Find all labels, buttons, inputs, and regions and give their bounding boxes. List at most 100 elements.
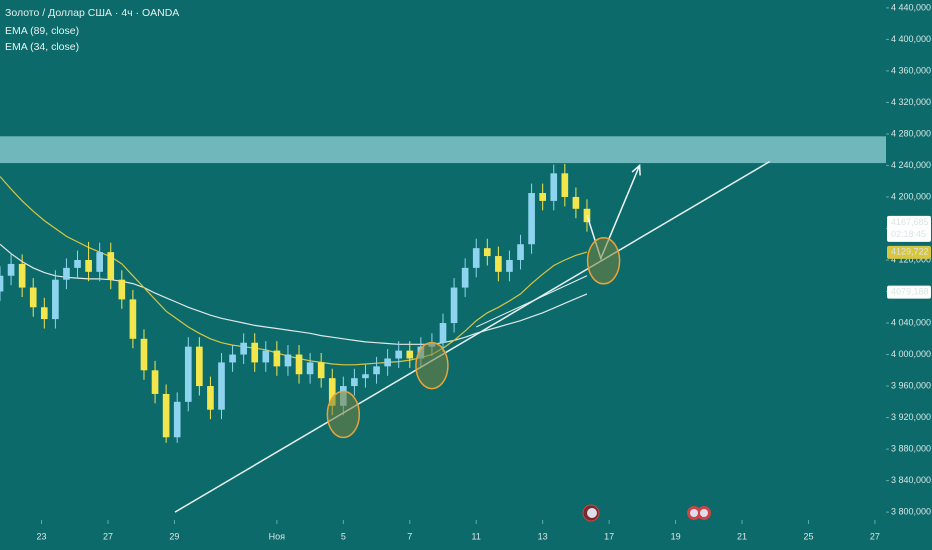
event-icon xyxy=(587,508,597,518)
candle-body xyxy=(85,260,92,272)
x-tick-label: 25 xyxy=(803,531,813,541)
candle-body xyxy=(351,378,358,387)
candle-body xyxy=(539,193,546,201)
candle-body xyxy=(561,173,569,197)
candle-body xyxy=(362,374,369,379)
y-tick-label: 4 320,000 xyxy=(891,97,931,107)
candle-body xyxy=(18,263,26,288)
candle-body xyxy=(107,252,115,280)
x-tick-label: 21 xyxy=(737,531,747,541)
candle-body xyxy=(317,362,325,379)
y-tick-label: 4 360,000 xyxy=(891,65,931,75)
x-tick-label: 23 xyxy=(37,531,47,541)
candle-body xyxy=(140,338,148,371)
candle-body xyxy=(262,350,270,363)
y-tick-label: 4 400,000 xyxy=(891,34,931,44)
trendline xyxy=(476,275,588,328)
candle-body xyxy=(406,350,414,359)
candle-body xyxy=(306,362,314,375)
candle-body xyxy=(162,393,170,438)
highlight-ellipse xyxy=(415,341,449,390)
candle-body xyxy=(395,350,403,359)
candle-body xyxy=(129,299,137,339)
y-tick-label: 4 240,000 xyxy=(891,160,931,170)
x-tick-label: Ноя xyxy=(269,531,286,541)
event-icon xyxy=(700,509,708,517)
candle-body xyxy=(572,196,580,209)
candle-body xyxy=(550,173,558,201)
candle-body xyxy=(63,267,70,280)
x-tick-label: 19 xyxy=(671,531,681,541)
highlight-ellipse xyxy=(326,390,361,439)
y-tick-label: 4 000,000 xyxy=(891,349,931,359)
candle-body xyxy=(218,362,225,410)
candle-body xyxy=(328,378,336,406)
candle-body xyxy=(151,370,159,394)
candle-body xyxy=(40,307,48,320)
y-tick-label: 4 440,000 xyxy=(891,2,931,12)
candle-body xyxy=(0,275,4,292)
x-tick-label: 27 xyxy=(870,531,880,541)
x-tick-label: 17 xyxy=(604,531,614,541)
chart-title: Золото / Доллар США · 4ч · OANDA xyxy=(5,7,179,19)
x-tick-label: 11 xyxy=(472,531,481,541)
candle-body xyxy=(495,256,502,272)
y-tick-label: 4 120,000 xyxy=(891,254,931,264)
candle-body xyxy=(439,323,447,343)
x-tick-label: 5 xyxy=(341,531,346,541)
candle-body xyxy=(528,193,535,245)
ema-price-tag xyxy=(887,285,931,299)
candle-body xyxy=(384,358,391,367)
candle-body xyxy=(184,346,192,402)
legend-entry: EMA (34, close) xyxy=(5,41,79,53)
ema-price-tag-label: 4079,188 xyxy=(891,287,929,297)
ema-price-tag xyxy=(887,245,931,259)
candle-body xyxy=(517,244,524,260)
candle-body xyxy=(173,401,181,438)
x-tick-label: 13 xyxy=(538,531,548,541)
ema-price-tag-label: 4129,722 xyxy=(891,247,929,257)
last-price-tag-label: 4167,685 xyxy=(891,217,929,227)
ema-line xyxy=(0,176,588,366)
y-tick-label: 4 280,000 xyxy=(891,128,931,138)
candle-body xyxy=(7,263,15,276)
resistance-zone xyxy=(0,136,886,164)
candle-body xyxy=(207,386,214,410)
candle-body xyxy=(74,260,81,268)
highlight-ellipse xyxy=(586,237,621,285)
candle-body xyxy=(251,342,259,363)
y-tick-label: 3 920,000 xyxy=(891,412,931,422)
candle-body xyxy=(118,279,126,300)
candle-body xyxy=(450,287,458,324)
candle-body xyxy=(240,342,247,355)
trendline xyxy=(174,160,771,513)
event-icons xyxy=(582,504,711,522)
y-tick-label: 4 040,000 xyxy=(891,317,931,327)
ema-line xyxy=(0,243,588,345)
candle-body xyxy=(461,267,469,288)
y-tick-label: 4 200,000 xyxy=(891,191,931,201)
candle-body xyxy=(295,354,303,375)
candle-body xyxy=(196,346,203,387)
arrow-head xyxy=(631,163,641,176)
x-tick-label: 29 xyxy=(169,531,179,541)
y-tick-label: 3 800,000 xyxy=(891,506,931,516)
candle-body xyxy=(52,279,59,320)
y-tick-label: 3 960,000 xyxy=(891,380,931,390)
candle-body xyxy=(284,354,292,367)
x-tick-label: 7 xyxy=(407,531,412,541)
legend-entry: EMA (89, close) xyxy=(5,25,79,37)
x-tick-label: 27 xyxy=(103,531,113,541)
countdown-label: 02:18:45 xyxy=(891,229,926,239)
candle-body xyxy=(273,350,281,367)
candle-body xyxy=(96,252,103,272)
candle-body xyxy=(229,354,236,363)
y-tick-label: 3 840,000 xyxy=(891,475,931,485)
candle-body xyxy=(472,248,480,268)
candle-body xyxy=(483,248,491,257)
candle-body xyxy=(506,260,513,272)
event-icon xyxy=(690,509,698,517)
y-tick-label: 3 880,000 xyxy=(891,443,931,453)
